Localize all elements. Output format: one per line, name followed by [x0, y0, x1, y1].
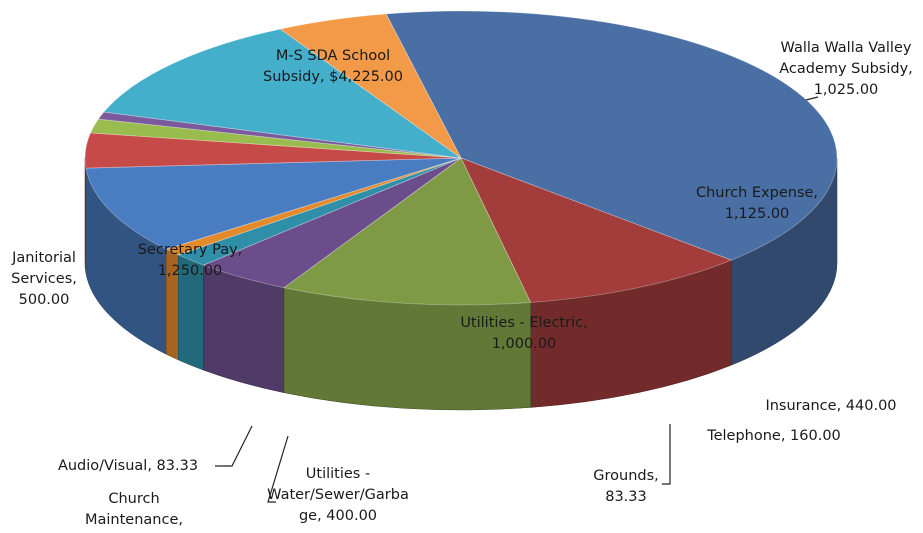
pie-side-layer: [84, 157, 838, 411]
pie-slice-secretary-pay: [103, 28, 462, 159]
pie-slice-telephone: [177, 157, 462, 266]
leader-line-layer: [215, 96, 819, 503]
pie-top-layer: [84, 10, 838, 306]
pie-slice-church-expense: [283, 157, 532, 306]
data-label-telephone: Telephone, 160.00: [706, 428, 841, 444]
leader-line-utilities-water-sewer-garbage: [267, 435, 289, 503]
data-label-utilities-electric: Utilities - Electric, 1,000.00: [460, 315, 587, 352]
data-label-walla-walla-valley-academy-subsidy: Walla Walla Valley Academy Subsidy, 1,025.…: [779, 40, 913, 98]
pie-slice-audio-visual: [97, 111, 462, 159]
data-label-layer: M-S SDA School Subsidy, $4,225.00 Walla Wa…: [11, 40, 913, 528]
pie-slice-janitorial-services: [279, 13, 462, 159]
leader-line-grounds: [662, 424, 671, 485]
data-label-church-maintenance: Church Maintenance,: [85, 491, 183, 528]
pie-slice-utilities-electric: [85, 157, 462, 250]
data-label-secretary-pay: Secretary Pay, 1,250.00: [138, 242, 243, 279]
leader-line-audio-visual: [215, 425, 253, 467]
data-label-church-expense: Church Expense, 1,125.00: [696, 185, 818, 222]
data-label-janitorial-services: Janitorial Services, 500.00: [11, 250, 77, 308]
pie-slice-walla-walla-valley-academy-subsidy: [460, 157, 733, 303]
data-label-grounds: Grounds, 83.33: [593, 468, 659, 505]
data-label-utilities-water-sewer-garbage: Utilities -Water/Sewer/Garba ge, 400.00: [267, 466, 409, 524]
data-label-m-s-sda-school-subsidy: M-S SDA School Subsidy, $4,225.00: [263, 48, 403, 85]
pie-slice-m-s-sda-school-subsidy: [385, 10, 838, 261]
pie-slice-utilities-water-sewer-garbage: [84, 132, 462, 169]
pie-slice-insurance: [202, 157, 462, 289]
data-label-insurance: Insurance, 440.00: [765, 398, 896, 414]
data-label-audio-visual: Audio/Visual, 83.33: [58, 458, 198, 474]
pie-slice-grounds: [165, 157, 462, 256]
pie-slice-church-maintenance: [89, 118, 462, 159]
leader-line-walla-walla-valley-academy-subsidy: [805, 96, 819, 101]
